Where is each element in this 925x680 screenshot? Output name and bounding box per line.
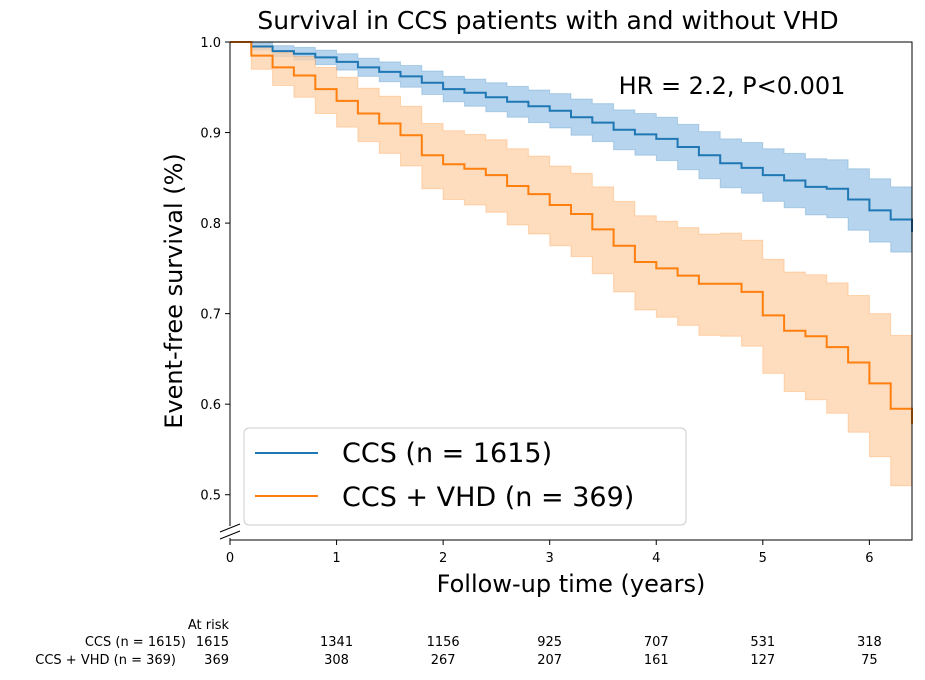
survival-line-ccs [230,41,913,233]
y-tick-label: 0.6 [200,398,221,413]
x-axis-ticks: 0 1 2 3 4 5 6 [226,540,874,566]
at-risk-value: 75 [861,653,878,668]
y-tick-label: 0.5 [200,489,221,504]
x-tick-label: 5 [759,551,767,566]
y-axis-ticks: 0.5 0.6 0.7 0.8 0.9 1.0 [200,36,230,504]
chart-title: Survival in CCS patients with and withou… [257,6,838,35]
survival-lines [230,41,913,425]
x-tick-label: 2 [439,551,447,566]
at-risk-table: At risk CCS (n = 1615) CCS + VHD (n = 36… [35,618,882,668]
axis-break-marker [219,523,241,540]
legend-label-ccs-vhd: CCS + VHD (n = 369) [342,482,634,513]
y-tick-label: 0.8 [200,217,221,232]
at-risk-row-label-ccs-vhd: CCS + VHD (n = 369) [35,653,176,668]
at-risk-value: 1615 [196,635,229,650]
survival-line-ccs-vhd [230,41,913,425]
y-tick-label: 0.7 [200,308,221,323]
at-risk-value: 308 [324,653,349,668]
legend-box [243,427,687,526]
legend-label-ccs: CCS (n = 1615) [342,438,552,469]
at-risk-value: 1156 [427,635,460,650]
at-risk-value: 161 [644,653,669,668]
at-risk-value: 707 [644,635,669,650]
y-axis-title: Event-free survival (%) [160,153,188,429]
at-risk-value: 531 [750,635,775,650]
at-risk-value: 369 [204,653,229,668]
plot-frame [229,41,913,541]
at-risk-value: 207 [537,653,562,668]
at-risk-value: 127 [750,653,775,668]
y-tick-label: 1.0 [200,36,221,51]
x-tick-label: 4 [652,551,660,566]
x-tick-label: 6 [865,551,873,566]
at-risk-row-label-ccs: CCS (n = 1615) [85,635,186,650]
at-risk-values: 1615 1341 1156 925 707 531 318 369 308 267 207 161 1… [196,635,882,668]
x-axis-title: Follow-up time (years) [437,570,706,598]
at-risk-value: 925 [537,635,562,650]
at-risk-value: 318 [857,635,882,650]
at-risk-value: 1341 [320,635,353,650]
x-tick-label: 1 [332,551,340,566]
y-tick-label: 0.9 [200,127,221,142]
legend: CCS (n = 1615) CCS + VHD (n = 369) [243,427,687,526]
hazard-ratio-annotation: HR = 2.2, P<0.001 [619,72,846,100]
at-risk-value: 267 [431,653,456,668]
at-risk-header: At risk [188,618,230,633]
x-tick-label: 3 [546,551,554,566]
x-tick-label: 0 [226,551,234,566]
